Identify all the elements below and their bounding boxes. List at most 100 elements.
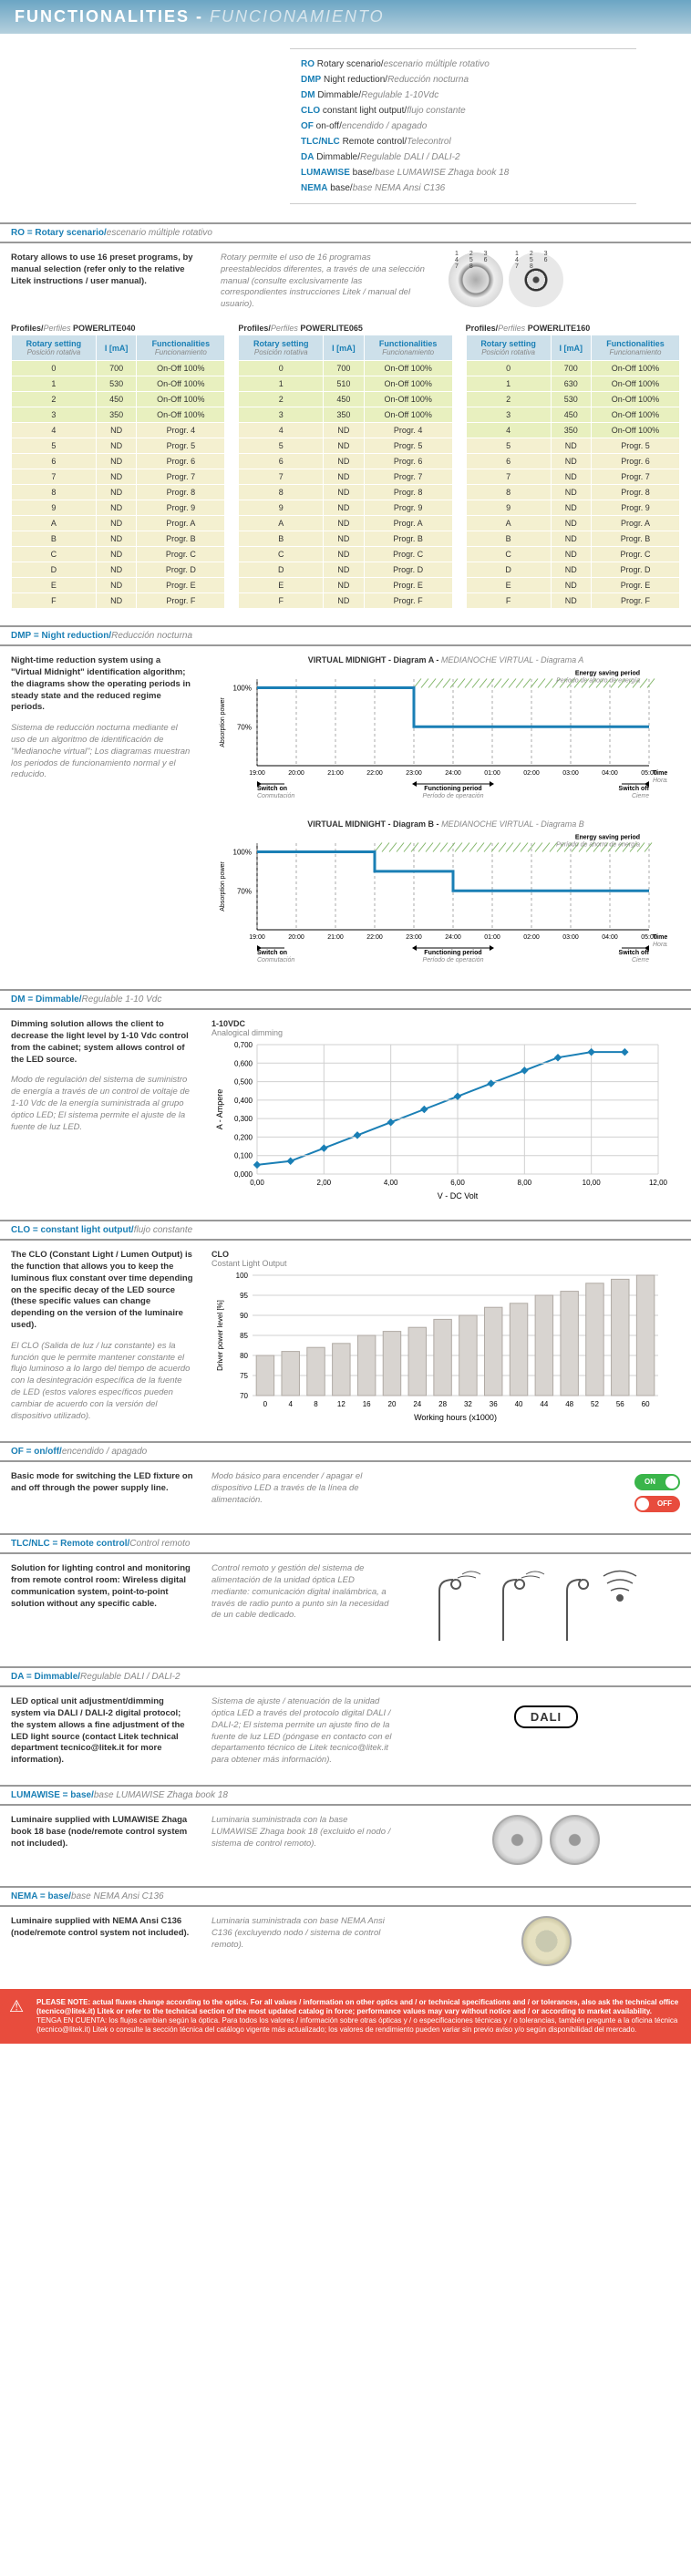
svg-text:Período de ahorro de energía: Período de ahorro de energía [556, 842, 640, 849]
dm-chart: 0,0000,1000,2000,3000,4000,5000,6000,700… [211, 1037, 667, 1201]
svg-text:100: 100 [236, 1272, 249, 1280]
svg-text:100%: 100% [233, 685, 252, 693]
rotary-dial-icon [449, 252, 563, 307]
svg-text:28: 28 [438, 1400, 447, 1408]
svg-text:0,300: 0,300 [234, 1115, 253, 1123]
svg-text:85: 85 [240, 1332, 248, 1340]
nema-socket-icon [412, 1916, 680, 1969]
table-row: 5NDProgr. 5 [467, 438, 679, 453]
luma-text-en: Luminaire supplied with LUMAWISE Zhaga b… [11, 1815, 193, 1868]
svg-text:Energy saving period: Energy saving period [575, 835, 640, 841]
table-row: DNDProgr. D [467, 562, 679, 577]
table-row: 2450On-Off 100% [12, 392, 224, 407]
svg-text:0,200: 0,200 [234, 1133, 253, 1141]
svg-text:Driver power level [%]: Driver power level [%] [216, 1300, 224, 1371]
dmp-diagram-b: 100%70%Absorption power19:0020:0021:0022… [211, 834, 667, 971]
profile-block: Profiles/Perfiles POWERLITE040 Rotary se… [11, 322, 225, 609]
profile-table: Rotary settingPosición rotativaI [mA]Fun… [466, 335, 680, 609]
svg-text:02:00: 02:00 [523, 934, 540, 941]
table-row: 4NDProgr. 4 [12, 423, 224, 438]
svg-text:0,700: 0,700 [234, 1041, 253, 1049]
svg-text:Energy saving period: Energy saving period [575, 671, 640, 677]
table-row: CNDProgr. C [467, 547, 679, 562]
svg-text:48: 48 [565, 1400, 573, 1408]
da-text-en: LED optical unit adjustment/dimming syst… [11, 1696, 193, 1767]
svg-text:75: 75 [240, 1372, 248, 1380]
luma-section-head: LUMAWISE = base/base LUMAWISE Zhaga book… [0, 1785, 691, 1804]
svg-text:44: 44 [540, 1400, 548, 1408]
svg-text:01:00: 01:00 [484, 770, 500, 777]
on-toggle-icon: ON [634, 1474, 680, 1490]
legend-box: RO Rotary scenario/escenario múltiple ro… [290, 48, 636, 204]
svg-text:0,100: 0,100 [234, 1152, 253, 1160]
tlc-section-head: TLC/NLC = Remote control/Control remoto [0, 1533, 691, 1552]
table-row: 4350On-Off 100% [467, 423, 679, 438]
clo-section-head: CLO = constant light output/flujo consta… [0, 1220, 691, 1239]
svg-text:24:00: 24:00 [445, 770, 461, 777]
dm-text-en: Dimming solution allows the client to de… [11, 1019, 193, 1066]
svg-text:4: 4 [288, 1400, 293, 1408]
svg-text:0,400: 0,400 [234, 1097, 253, 1105]
svg-text:70%: 70% [237, 723, 252, 731]
luma-text-es: Luminaria suministrada con la base LUMAW… [211, 1815, 394, 1868]
svg-text:Conmutación: Conmutación [257, 793, 294, 799]
svg-text:24:00: 24:00 [445, 934, 461, 941]
table-row: BNDProgr. B [12, 531, 224, 546]
table-row: 1530On-Off 100% [12, 376, 224, 391]
profile-table: Rotary settingPosición rotativaI [mA]Fun… [238, 335, 452, 609]
table-row: DNDProgr. D [12, 562, 224, 577]
table-row: 6NDProgr. 6 [12, 454, 224, 469]
svg-text:01:00: 01:00 [484, 934, 500, 941]
dmp-diagA-title: VIRTUAL MIDNIGHT - Diagram A - MEDIANOCH… [211, 655, 680, 665]
svg-text:Horas: Horas [653, 778, 667, 784]
table-row: 7NDProgr. 7 [12, 469, 224, 484]
table-row: 1510On-Off 100% [239, 376, 451, 391]
svg-text:21:00: 21:00 [327, 934, 344, 941]
table-row: 4NDProgr. 4 [239, 423, 451, 438]
legend-row: DMP Night reduction/Reducción nocturna [301, 72, 625, 88]
svg-text:Absorption power: Absorption power [220, 697, 226, 747]
legend-row: DM Dimmable/Regulable 1-10Vdc [301, 88, 625, 103]
svg-text:03:00: 03:00 [562, 770, 579, 777]
svg-text:10,00: 10,00 [583, 1179, 602, 1187]
table-row: 9NDProgr. 9 [239, 500, 451, 515]
svg-text:0,600: 0,600 [234, 1059, 253, 1067]
legend-row: LUMAWISE base/base LUMAWISE Zhaga book 1… [301, 165, 625, 180]
profile-block: Profiles/Perfiles POWERLITE160 Rotary se… [466, 322, 680, 609]
svg-text:Período de ahorro de energía: Período de ahorro de energía [556, 678, 640, 685]
legend-row: NEMA base/base NEMA Ansi C136 [301, 180, 625, 196]
profile-table: Rotary settingPosición rotativaI [mA]Fun… [11, 335, 225, 609]
da-text-es: Sistema de ajuste / atenuación de la uni… [211, 1696, 394, 1767]
svg-text:16: 16 [363, 1400, 371, 1408]
svg-text:24: 24 [413, 1400, 421, 1408]
svg-text:32: 32 [464, 1400, 472, 1408]
svg-text:2,00: 2,00 [317, 1179, 332, 1187]
luma-socket-icon [412, 1815, 680, 1868]
svg-text:04:00: 04:00 [602, 770, 618, 777]
clo-text-es: El CLO (Salida de luz / luz constante) e… [11, 1341, 193, 1423]
table-row: 0700On-Off 100% [467, 361, 679, 376]
table-row: 8NDProgr. 8 [12, 485, 224, 500]
svg-text:Switch on: Switch on [257, 786, 287, 792]
table-row: 6NDProgr. 6 [239, 454, 451, 469]
svg-text:0,000: 0,000 [234, 1170, 253, 1179]
table-row: BNDProgr. B [467, 531, 679, 546]
dmp-section-head: DMP = Night reduction/Reducción nocturna [0, 625, 691, 644]
svg-text:Conmutación: Conmutación [257, 957, 294, 963]
table-row: CNDProgr. C [12, 547, 224, 562]
dmp-text-en: Night-time reduction system using a "Vir… [11, 655, 193, 714]
svg-text:36: 36 [490, 1400, 498, 1408]
svg-text:22:00: 22:00 [366, 934, 383, 941]
table-row: ENDProgr. E [467, 578, 679, 592]
legend-row: RO Rotary scenario/escenario múltiple ro… [301, 57, 625, 72]
svg-text:56: 56 [616, 1400, 624, 1408]
table-row: 7NDProgr. 7 [239, 469, 451, 484]
header-title-es: FUNCIONAMIENTO [210, 7, 385, 26]
note-bar: PLEASE NOTE: actual fluxes change accord… [0, 1989, 691, 2044]
tlc-text-en: Solution for lighting control and monito… [11, 1563, 193, 1648]
svg-text:4,00: 4,00 [384, 1179, 398, 1187]
dmp-diagB-title: VIRTUAL MIDNIGHT - Diagram B - MEDIANOCH… [211, 819, 680, 829]
dmp-text-es: Sistema de reducción nocturna mediante e… [11, 723, 193, 781]
svg-text:20: 20 [388, 1400, 397, 1408]
svg-text:Switch off: Switch off [619, 786, 650, 792]
